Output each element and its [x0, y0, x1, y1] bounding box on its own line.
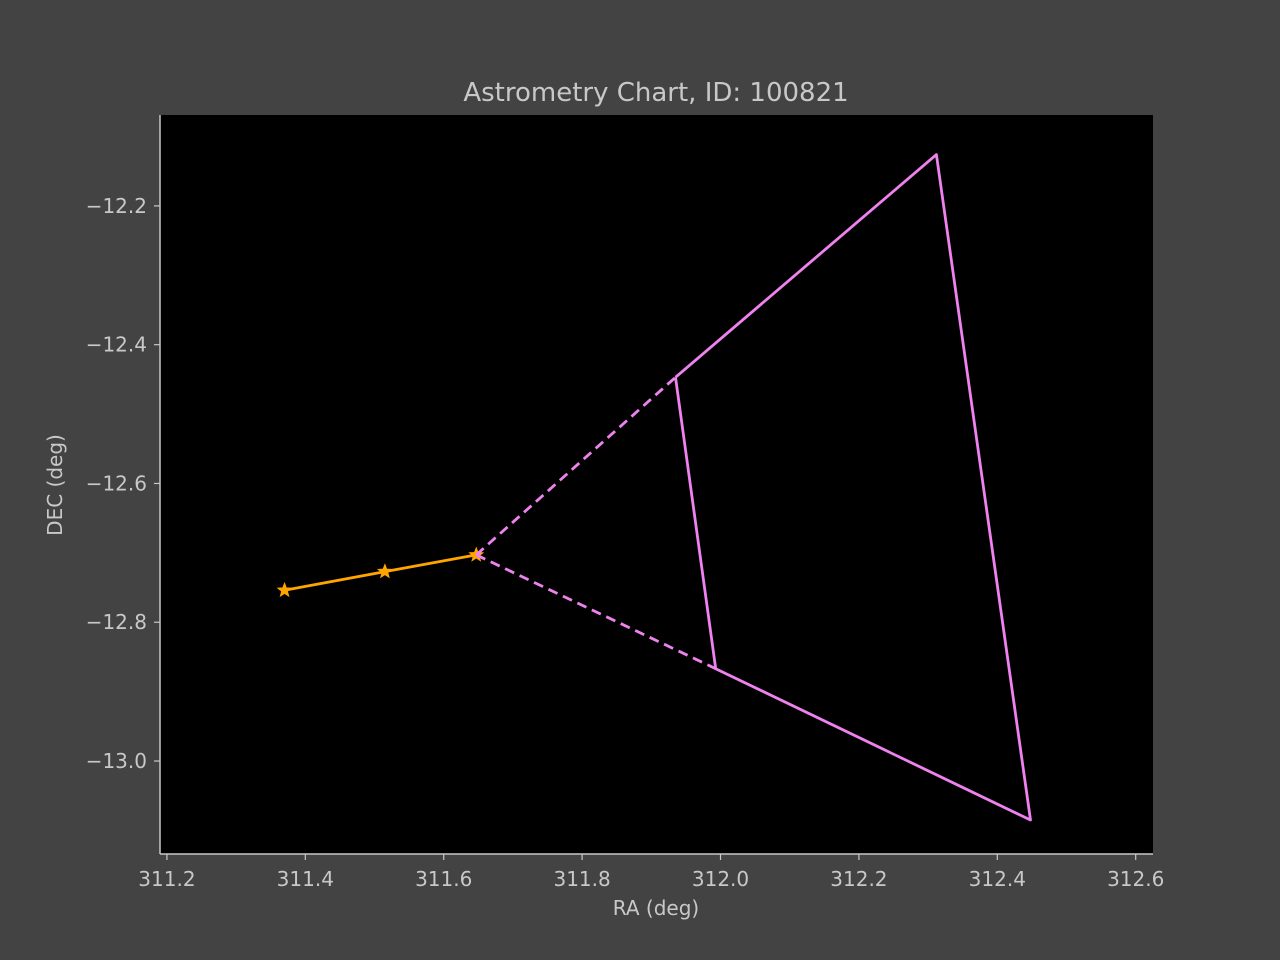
y-tick-label: −12.2	[86, 194, 147, 218]
y-tick-label: −13.0	[86, 749, 147, 773]
x-tick-label: 311.2	[138, 867, 195, 891]
x-tick-label: 312.4	[969, 867, 1026, 891]
x-axis-label: RA (deg)	[613, 896, 699, 920]
track-star-point	[276, 581, 293, 598]
y-axis-label: DEC (deg)	[43, 434, 67, 536]
y-tick-label: −12.6	[86, 471, 147, 495]
y-tick-label: −12.4	[86, 333, 147, 357]
series-uncertainty-cone-outline	[674, 153, 1032, 822]
x-tick-label: 311.8	[553, 867, 610, 891]
data-series	[276, 153, 1032, 822]
series-uncertainty-cone-upper-dashed	[475, 376, 677, 556]
chart-title: Astrometry Chart, ID: 100821	[463, 78, 848, 108]
plot-area	[160, 115, 1153, 854]
y-tick-label: −12.8	[86, 610, 147, 634]
x-tick-label: 312.2	[830, 867, 887, 891]
axes: 311.2 311.4 311.6 311.8 312.0 312.2 312.4 312.6…	[86, 115, 1164, 891]
x-tick-label: 311.4	[277, 867, 334, 891]
x-tick-label: 312.6	[1107, 867, 1164, 891]
x-tick-label: 311.6	[415, 867, 472, 891]
track-star-point	[376, 563, 393, 579]
x-tick-label: 312.0	[692, 867, 749, 891]
series-uncertainty-cone-lower-dashed	[475, 553, 717, 670]
